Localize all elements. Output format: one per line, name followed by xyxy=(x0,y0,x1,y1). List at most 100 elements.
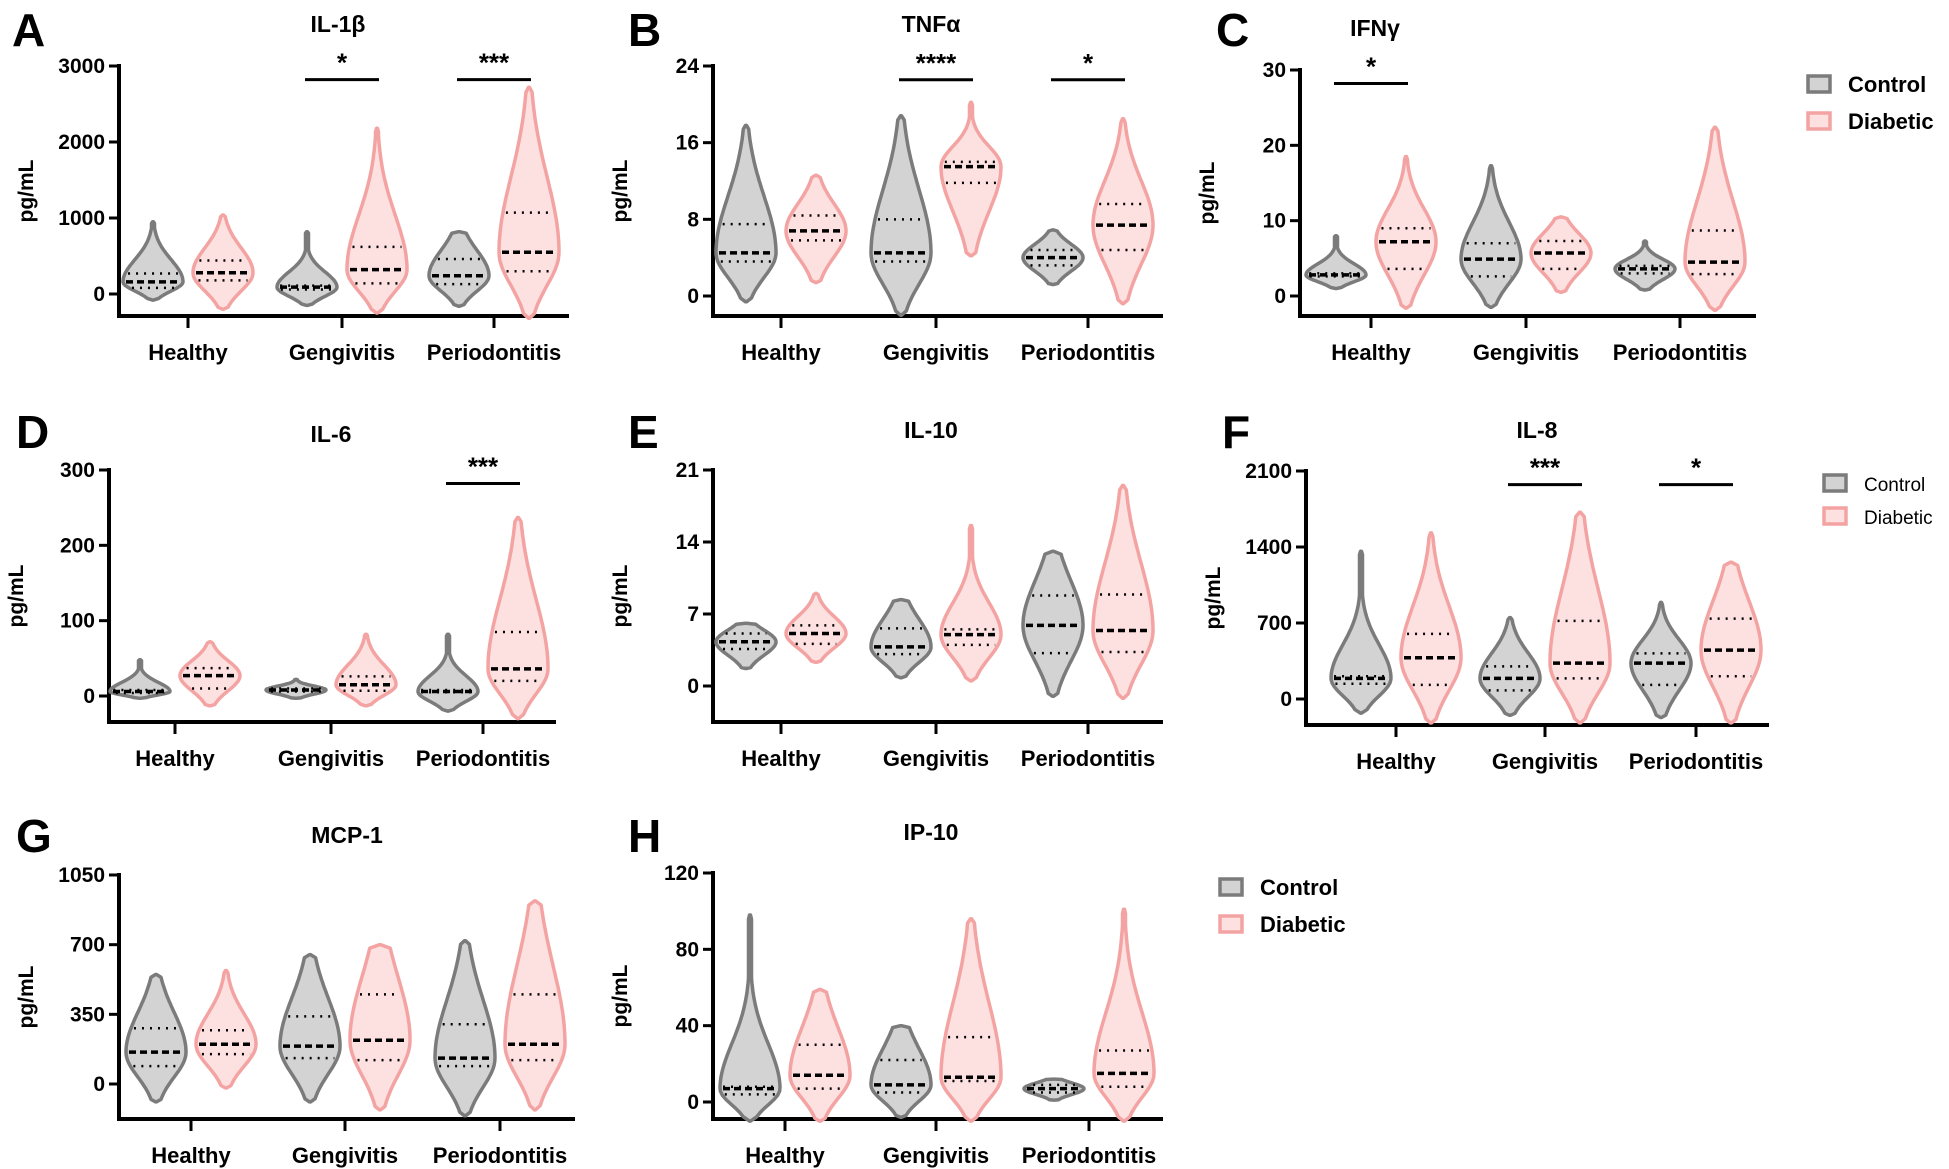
x-tick-label: Periodontitis xyxy=(427,340,561,365)
y-axis-label: pg/mL xyxy=(5,564,28,627)
x-tick-label: Periodontitis xyxy=(1613,340,1747,365)
significance-label: * xyxy=(1083,48,1094,78)
x-tick-label: Periodontitis xyxy=(433,1143,567,1168)
violin-control xyxy=(416,632,480,713)
legend-label: Diabetic xyxy=(1848,109,1934,134)
violin-diabetic xyxy=(486,515,550,721)
panel-e: E IL-10 pg/mL 0 7 14 21 Healthy Gengivitis Period… xyxy=(609,406,1163,771)
y-tick-label: 1050 xyxy=(58,864,105,887)
violin-diabetic xyxy=(1683,125,1747,313)
y-tick-label: 21 xyxy=(676,459,700,482)
panel-letter: G xyxy=(16,810,52,862)
y-tick-label: 1400 xyxy=(1245,536,1292,559)
y-tick-label: 700 xyxy=(70,934,105,957)
panel-b: B TNFα pg/mL 0 8 16 24 Healthy Gengivitis **** Per… xyxy=(609,4,1163,365)
violin-diabetic xyxy=(939,523,1003,683)
y-tick-label: 120 xyxy=(664,862,699,885)
x-tick-label: Periodontitis xyxy=(1629,749,1763,774)
significance-label: *** xyxy=(468,452,499,482)
x-tick-label: Gengivitis xyxy=(278,746,384,771)
y-tick-label: 16 xyxy=(676,132,699,155)
x-tick-label: Gengivitis xyxy=(292,1143,398,1168)
violin-diabetic xyxy=(939,100,1003,258)
y-tick-label: 14 xyxy=(676,531,700,554)
violin-diabetic xyxy=(191,213,255,311)
x-tick-label: Gengivitis xyxy=(883,1143,989,1168)
y-tick-label: 300 xyxy=(60,459,95,482)
significance-label: *** xyxy=(1530,453,1561,483)
violin-control xyxy=(275,229,339,308)
legend: Control Diabetic xyxy=(1218,875,1346,937)
y-axis-label: pg/mL xyxy=(609,964,632,1027)
panel-d: D IL-6 pg/mL 0 100 200 300 Healthy Gengivitis Per… xyxy=(5,406,556,771)
violin-diabetic xyxy=(345,126,409,315)
y-tick-label: 24 xyxy=(676,55,700,78)
y-tick-label: 2100 xyxy=(1245,460,1292,483)
violin-control xyxy=(714,123,778,304)
y-tick-label: 1000 xyxy=(58,207,105,230)
x-tick-label: Healthy xyxy=(1356,749,1436,774)
y-tick-label: 0 xyxy=(83,685,95,708)
violin-control xyxy=(278,952,342,1104)
panel-letter: F xyxy=(1222,406,1250,458)
y-axis-label: pg/mL xyxy=(1202,566,1225,629)
chart-title: TNFα xyxy=(902,11,961,37)
x-tick-label: Gengivitis xyxy=(883,340,989,365)
x-tick-label: Periodontitis xyxy=(1021,340,1155,365)
y-tick-label: 0 xyxy=(93,283,105,306)
chart-title: IL-10 xyxy=(904,417,958,443)
chart-title: IL-8 xyxy=(1517,417,1558,443)
violin-control xyxy=(427,229,491,308)
panel-c: C IFNγ pg/mL 0 10 20 30 Healthy * Gengivitis Perio… xyxy=(1196,4,1756,365)
x-tick-label: Gengivitis xyxy=(1473,340,1579,365)
y-tick-label: 100 xyxy=(60,610,95,633)
violin-diabetic xyxy=(1399,531,1463,725)
violin-control xyxy=(1459,163,1523,310)
chart-title: MCP-1 xyxy=(311,822,383,848)
violin-control xyxy=(1329,549,1393,715)
y-tick-label: 0 xyxy=(1280,688,1292,711)
x-tick-label: Periodontitis xyxy=(1022,1143,1156,1168)
y-tick-label: 700 xyxy=(1257,612,1292,635)
violin-control xyxy=(714,621,778,671)
significance-label: * xyxy=(337,48,348,78)
chart-title: IL-6 xyxy=(311,421,352,447)
x-tick-label: Healthy xyxy=(1331,340,1411,365)
violin-diabetic xyxy=(784,173,848,285)
violin-control xyxy=(124,972,188,1104)
violin-control xyxy=(1478,615,1542,718)
x-tick-label: Healthy xyxy=(135,746,215,771)
violin-control xyxy=(1629,600,1693,720)
legend-swatch-control xyxy=(1806,74,1832,94)
legend-swatch-control xyxy=(1218,877,1244,897)
violin-control xyxy=(869,1023,933,1120)
y-tick-label: 10 xyxy=(1263,210,1286,233)
legend-label: Control xyxy=(1260,875,1338,900)
panel-letter: E xyxy=(628,406,659,458)
y-tick-label: 20 xyxy=(1263,134,1286,157)
violin-diabetic xyxy=(1699,560,1763,725)
y-tick-label: 0 xyxy=(687,285,699,308)
violin-control xyxy=(1304,233,1368,291)
x-tick-label: Healthy xyxy=(741,746,821,771)
x-tick-label: Healthy xyxy=(741,340,821,365)
x-tick-label: Healthy xyxy=(148,340,228,365)
violin-diabetic xyxy=(784,591,848,665)
panel-f: F IL-8 pg/mL 0 700 1400 2100 Healthy Gengivitis *… xyxy=(1202,406,1769,774)
y-tick-label: 2000 xyxy=(58,131,105,154)
legend: Control Diabetic xyxy=(1822,473,1933,529)
x-tick-label: Healthy xyxy=(151,1143,231,1168)
violin-diabetic xyxy=(1092,907,1156,1123)
x-tick-label: Gengivitis xyxy=(883,746,989,771)
significance-label: * xyxy=(1366,52,1377,82)
significance-label: * xyxy=(1691,453,1702,483)
violin-diabetic xyxy=(194,968,258,1090)
y-tick-label: 0 xyxy=(1274,285,1286,308)
panel-letter: H xyxy=(628,810,661,862)
violin-diabetic xyxy=(503,899,567,1112)
chart-title: IFNγ xyxy=(1350,15,1400,41)
x-tick-label: Periodontitis xyxy=(416,746,550,771)
y-axis-label: pg/mL xyxy=(1196,161,1219,224)
y-tick-label: 0 xyxy=(687,1091,699,1114)
y-tick-label: 8 xyxy=(687,208,699,231)
